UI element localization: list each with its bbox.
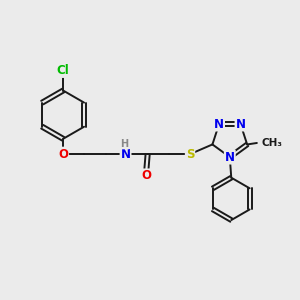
Text: CH₃: CH₃ xyxy=(262,138,283,148)
Text: H: H xyxy=(121,139,129,149)
Text: Cl: Cl xyxy=(57,64,70,77)
Text: N: N xyxy=(236,118,245,130)
Text: O: O xyxy=(141,169,151,182)
Text: S: S xyxy=(186,148,194,160)
Text: O: O xyxy=(58,148,68,160)
Text: N: N xyxy=(121,148,130,160)
Text: N: N xyxy=(214,118,224,130)
Text: N: N xyxy=(225,151,235,164)
